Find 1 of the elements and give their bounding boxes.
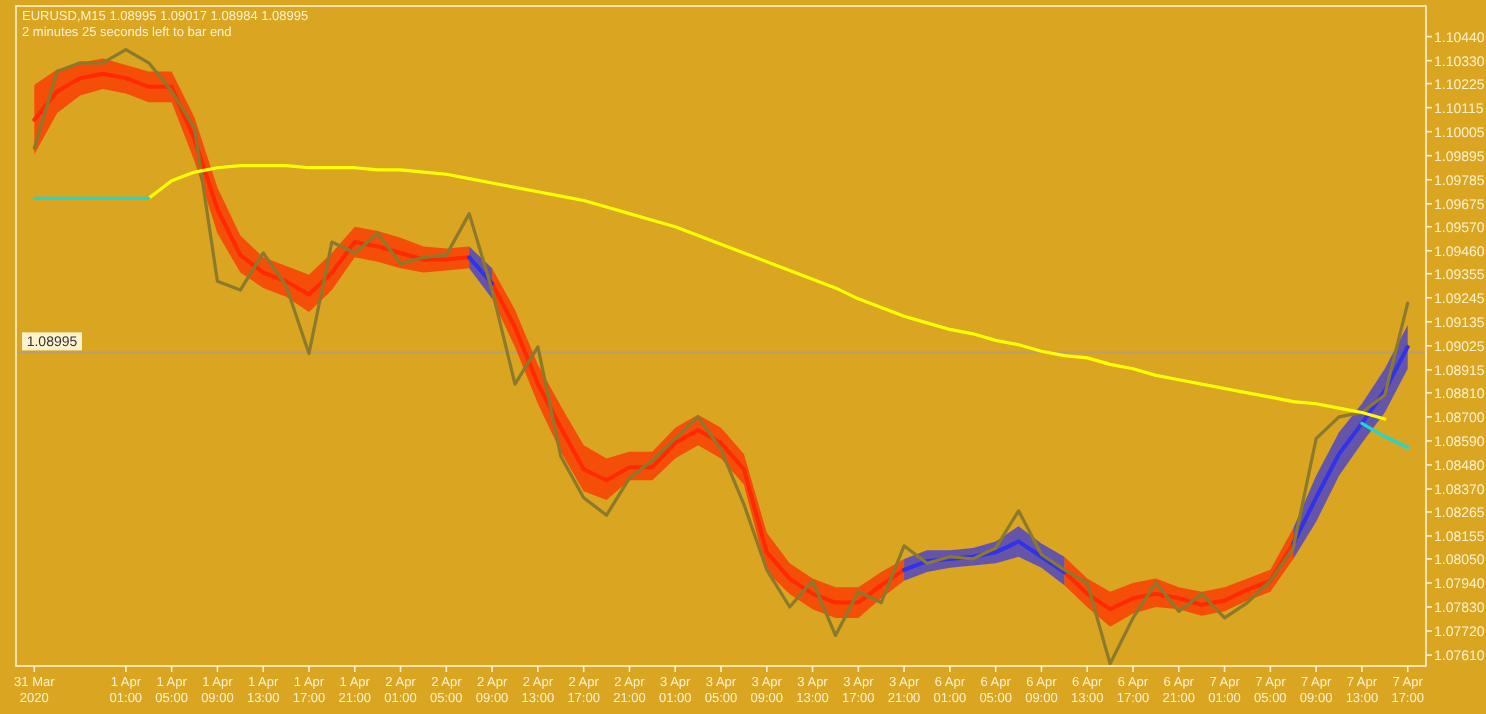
line-series (147, 163, 1387, 421)
